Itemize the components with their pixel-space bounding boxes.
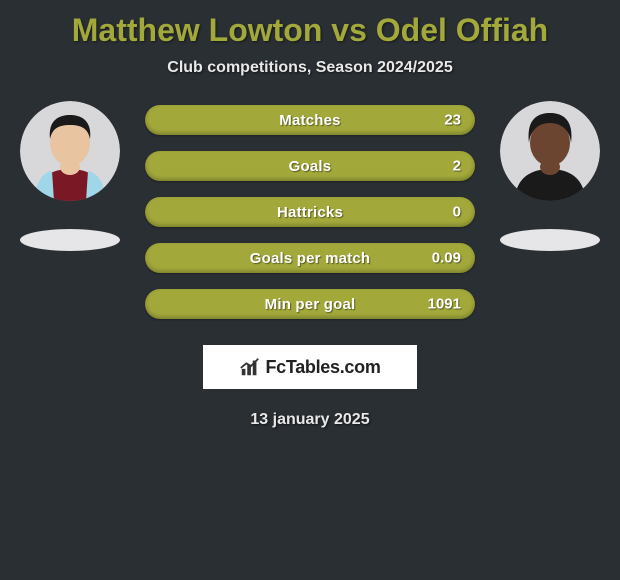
- chart-icon: [239, 356, 261, 378]
- logo-text: FcTables.com: [265, 357, 380, 378]
- stat-right-value: 0.09: [432, 250, 461, 267]
- stat-right-value: 23: [444, 112, 461, 129]
- stat-label: Hattricks: [277, 204, 343, 221]
- player2-name: Odel Offiah: [376, 12, 548, 48]
- stat-bar: Matches 23: [145, 105, 475, 135]
- player2-shadow: [500, 229, 600, 251]
- stat-label: Goals per match: [250, 250, 371, 267]
- player1-column: [15, 101, 125, 251]
- stat-label: Min per goal: [265, 296, 356, 313]
- vs-word: vs: [331, 12, 367, 48]
- player1-shadow: [20, 229, 120, 251]
- stat-right-value: 0: [453, 204, 461, 221]
- player2-column: [495, 101, 605, 251]
- stat-bar: Goals 2: [145, 151, 475, 181]
- player1-avatar: [20, 101, 120, 201]
- player2-avatar: [500, 101, 600, 201]
- comparison-card: Matthew Lowton vs Odel Offiah Club compe…: [0, 0, 620, 429]
- main-row: Matches 23 Goals 2 Hattricks 0 Goals per match…: [0, 101, 620, 319]
- stats-column: Matches 23 Goals 2 Hattricks 0 Goals per match…: [145, 105, 475, 319]
- date-line: 13 january 2025: [0, 411, 620, 429]
- logo-box: FcTables.com: [203, 345, 417, 389]
- subtitle: Club competitions, Season 2024/2025: [0, 59, 620, 77]
- stat-right-value: 1091: [428, 296, 461, 313]
- stat-bar: Min per goal 1091: [145, 289, 475, 319]
- page-title: Matthew Lowton vs Odel Offiah: [0, 12, 620, 49]
- stat-label: Goals: [289, 158, 332, 175]
- stat-right-value: 2: [453, 158, 461, 175]
- player2-avatar-svg: [500, 101, 600, 201]
- stat-label: Matches: [279, 112, 340, 129]
- stat-bar: Hattricks 0: [145, 197, 475, 227]
- player1-name: Matthew Lowton: [72, 12, 323, 48]
- stat-bar: Goals per match 0.09: [145, 243, 475, 273]
- player1-avatar-svg: [20, 101, 120, 201]
